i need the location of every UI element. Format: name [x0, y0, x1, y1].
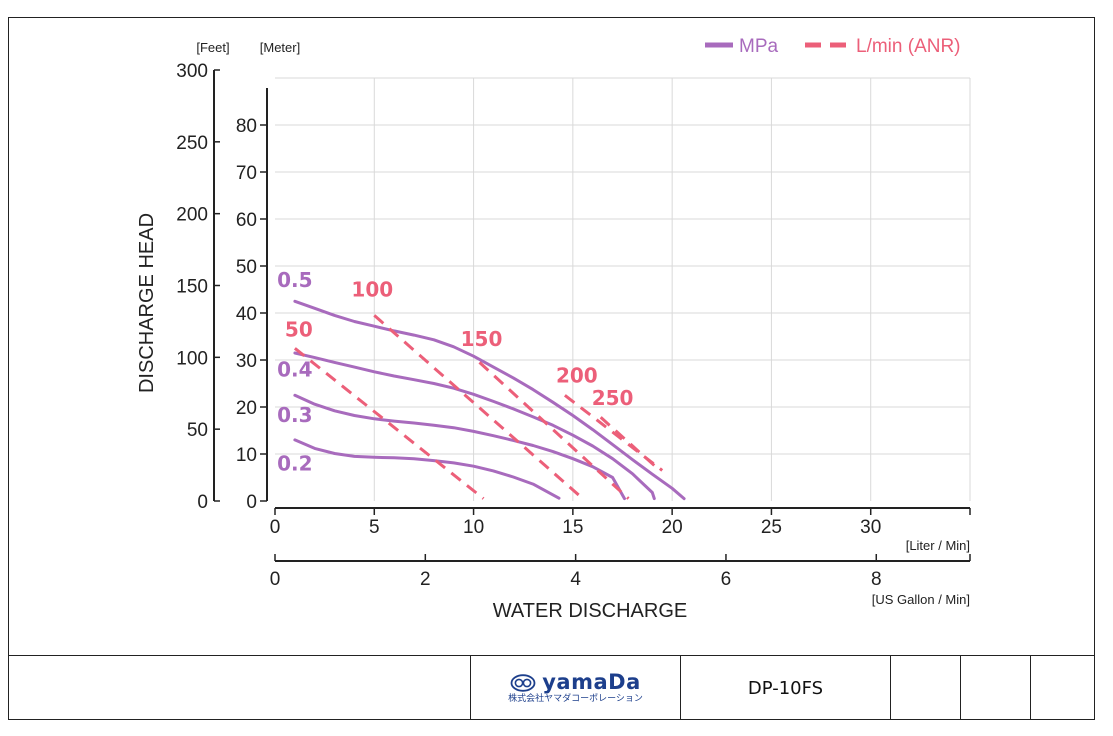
liter-tick-label: 10	[463, 517, 484, 538]
meter-axis-label: [Meter]	[260, 40, 300, 55]
footer-blank-cell	[8, 656, 470, 720]
curve-label: 0.5	[277, 268, 312, 292]
curve-label: 50	[285, 318, 313, 342]
curve-label: 0.4	[277, 357, 312, 381]
y-axis-title: DISCHARGE HEAD	[136, 213, 158, 393]
footer-empty-cell-2	[960, 656, 1030, 720]
footer-logo-cell: yamaDa 株式会社ヤマダコーポレーション	[470, 656, 680, 720]
curve-label: 150	[461, 327, 503, 351]
meter-tick-label: 50	[236, 257, 257, 278]
curve-label: 200	[556, 364, 598, 388]
feet-axis-label: [Feet]	[196, 40, 229, 55]
meter-tick-label: 80	[236, 116, 257, 137]
feet-tick-label: 150	[176, 277, 208, 298]
title-block: yamaDa 株式会社ヤマダコーポレーション DP-10FS	[8, 655, 1095, 720]
liter-tick-label: 0	[270, 517, 281, 538]
curve-label: 100	[351, 278, 393, 302]
legend-mpa-label: MPa	[739, 36, 779, 57]
feet-tick-label: 0	[197, 492, 208, 513]
airflow-curve-100	[373, 314, 584, 500]
meter-tick-label: 20	[236, 398, 257, 419]
curve-label: 250	[592, 386, 634, 410]
meter-tick-label: 60	[236, 210, 257, 231]
liter-tick-label: 30	[860, 517, 881, 538]
legend-airflow-label: L/min (ANR)	[856, 36, 961, 57]
pressure-curve-0-4	[293, 351, 656, 501]
pressure-curve-0-3	[293, 393, 626, 501]
liter-tick-label: 5	[369, 517, 380, 538]
feet-tick-label: 200	[176, 205, 208, 226]
yamada-emblem-icon	[510, 673, 536, 692]
meter-tick-label: 0	[246, 492, 257, 513]
meter-tick-label: 40	[236, 304, 257, 325]
curve-label: 0.3	[277, 403, 312, 427]
feet-tick-label: 250	[176, 133, 208, 154]
liter-tick-label: 20	[662, 517, 683, 538]
footer-empty-cell-1	[890, 656, 960, 720]
gallon-tick-label: 2	[420, 569, 431, 590]
gallon-tick-label: 8	[871, 569, 882, 590]
pressure-curve-0-5	[293, 299, 686, 501]
pressure-curve-0-2	[293, 438, 561, 500]
yamada-logo: yamaDa 株式会社ヤマダコーポレーション	[508, 672, 643, 704]
curve-label: 0.2	[277, 451, 312, 475]
gallon-axis-label: [US Gallon / Min]	[872, 592, 970, 607]
liter-tick-label: 25	[761, 517, 782, 538]
meter-tick-label: 70	[236, 163, 257, 184]
gallon-tick-label: 4	[570, 569, 581, 590]
gallon-tick-label: 6	[721, 569, 732, 590]
logo-wordmark: yamaDa	[542, 670, 641, 694]
chart-frame	[8, 17, 1095, 720]
liter-axis-label: [Liter / Min]	[906, 538, 970, 553]
x-axis-title: WATER DISCHARGE	[493, 600, 687, 622]
gallon-tick-label: 0	[270, 569, 281, 590]
feet-tick-label: 300	[176, 61, 208, 82]
airflow-curve-150	[478, 361, 630, 500]
liter-tick-label: 15	[562, 517, 583, 538]
feet-tick-label: 100	[176, 348, 208, 369]
meter-tick-label: 30	[236, 351, 257, 372]
footer-model-cell: DP-10FS	[680, 656, 890, 720]
airflow-curve-250	[599, 416, 660, 471]
airflow-curve-50	[293, 347, 485, 500]
logo-company-name: 株式会社ヤマダコーポレーション	[508, 694, 643, 704]
footer-empty-cell-3	[1030, 656, 1095, 720]
feet-tick-label: 50	[187, 420, 208, 441]
meter-tick-label: 10	[236, 445, 257, 466]
model-number: DP-10FS	[747, 677, 824, 699]
